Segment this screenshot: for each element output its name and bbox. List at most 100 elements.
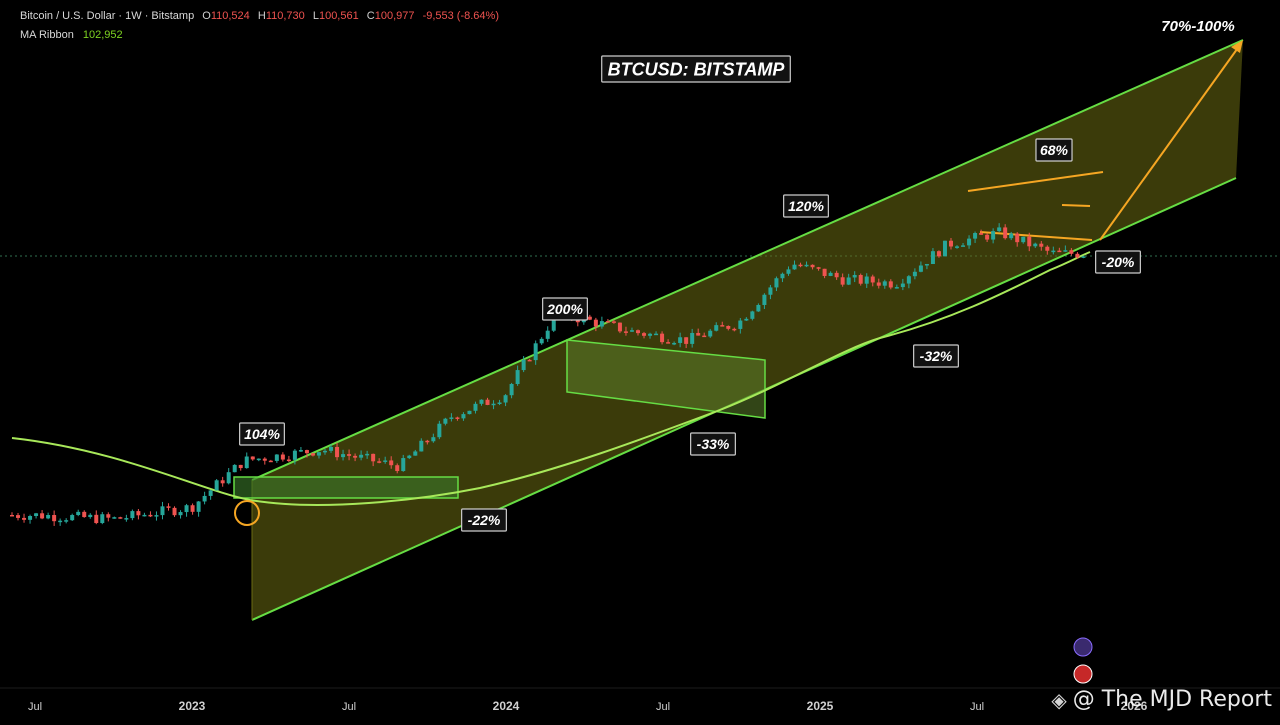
candle-body bbox=[304, 450, 309, 454]
candle-body bbox=[840, 277, 845, 285]
price-change: -9,553 (-8.64%) bbox=[422, 10, 499, 22]
candle-body bbox=[961, 245, 966, 247]
candle-body bbox=[822, 268, 827, 276]
candle-body bbox=[1045, 246, 1050, 251]
candle-body bbox=[124, 518, 129, 520]
candle-body bbox=[46, 515, 51, 519]
candle-body bbox=[648, 333, 653, 336]
candle-body bbox=[623, 331, 628, 333]
candle-body bbox=[744, 318, 749, 321]
candle-body bbox=[455, 417, 460, 419]
candle-body bbox=[190, 505, 195, 512]
candle-body bbox=[611, 321, 616, 323]
candle-body bbox=[377, 461, 382, 463]
candle-body bbox=[359, 454, 364, 458]
annotation-label-box bbox=[461, 508, 507, 532]
candle-body bbox=[130, 511, 135, 519]
candle-body bbox=[605, 321, 610, 323]
candle-body bbox=[274, 454, 279, 461]
candle-body bbox=[497, 402, 502, 404]
projection-arrowhead bbox=[1231, 40, 1243, 53]
ohlc-high-value: 110,730 bbox=[265, 10, 305, 22]
candle-body bbox=[1033, 243, 1038, 247]
candle-body bbox=[112, 517, 117, 519]
symbol-legend: Bitcoin / U.S. Dollar · 1W · Bitstamp O1… bbox=[20, 10, 499, 22]
candle-body bbox=[798, 264, 803, 267]
candle-body bbox=[154, 515, 159, 517]
annotation-label-box bbox=[1035, 138, 1073, 162]
annotation-label-box bbox=[239, 422, 285, 446]
candle-body bbox=[1039, 243, 1044, 247]
x-tick-label: 2025 bbox=[807, 699, 834, 713]
candle-body bbox=[1057, 250, 1062, 253]
x-tick-label: Jul bbox=[656, 701, 670, 713]
candle-body bbox=[726, 325, 731, 329]
candle-body bbox=[202, 495, 207, 502]
candle-body bbox=[714, 325, 719, 331]
candle-body bbox=[690, 332, 695, 344]
candle-body bbox=[533, 343, 538, 361]
flag-badge-icon bbox=[1073, 664, 1093, 684]
candle-body bbox=[1021, 236, 1026, 243]
candle-body bbox=[310, 453, 315, 456]
candle-body bbox=[214, 480, 219, 491]
candle-body bbox=[539, 338, 544, 344]
candle-body bbox=[636, 330, 640, 334]
candle-body bbox=[118, 517, 123, 519]
chart-title: BTCUSD: BITSTAMP bbox=[608, 59, 786, 79]
x-tick-label: 2024 bbox=[493, 699, 520, 713]
candle-body bbox=[142, 514, 147, 517]
candle-body bbox=[371, 453, 376, 462]
candle-body bbox=[672, 342, 677, 345]
candle-body bbox=[708, 330, 713, 337]
candle-body bbox=[449, 417, 454, 419]
watermark-text: @ The MJD Report bbox=[1072, 687, 1272, 712]
candle-body bbox=[702, 335, 707, 338]
candle-body bbox=[509, 384, 514, 396]
ohlc-close-value: 100,977 bbox=[374, 10, 415, 22]
chart-title-box bbox=[601, 55, 791, 83]
ohlc-low-key: L bbox=[312, 10, 319, 22]
x-tick-label: Jul bbox=[970, 701, 984, 713]
candle-body bbox=[262, 458, 267, 461]
ma-ribbon-line bbox=[11, 251, 1091, 506]
candle-body bbox=[88, 514, 93, 518]
candle-body bbox=[226, 472, 231, 484]
candle-body bbox=[979, 233, 984, 235]
candle-body bbox=[16, 515, 21, 518]
ohlc-open-key: O bbox=[202, 10, 211, 22]
candle-body bbox=[949, 240, 953, 247]
candle-body bbox=[864, 276, 869, 284]
candle-body bbox=[178, 512, 183, 516]
candle-body bbox=[148, 514, 153, 517]
candle-body bbox=[551, 314, 556, 331]
candle-body bbox=[443, 418, 448, 424]
candle-body bbox=[10, 515, 14, 517]
annotation-label: 68% bbox=[1040, 142, 1069, 158]
candle-body bbox=[792, 264, 797, 270]
candle-body bbox=[160, 506, 165, 516]
candle-body bbox=[617, 322, 622, 332]
candle-body bbox=[329, 446, 334, 451]
candle-body bbox=[684, 337, 689, 344]
x-tick-label: Jul bbox=[28, 701, 42, 713]
annotation-label: -22% bbox=[468, 512, 501, 528]
candle-body bbox=[1027, 236, 1032, 247]
candle-body bbox=[280, 454, 285, 460]
candle-body bbox=[389, 460, 394, 466]
projection-line bbox=[1099, 44, 1241, 241]
breakout-circle bbox=[234, 500, 260, 526]
candle-body bbox=[846, 277, 851, 285]
candle-body bbox=[82, 511, 87, 518]
candle-body bbox=[286, 459, 291, 462]
candle-body bbox=[593, 319, 598, 327]
ohlc-high-key: H bbox=[257, 10, 266, 22]
candle-body bbox=[316, 452, 321, 456]
candle-body bbox=[437, 423, 442, 438]
candle-body bbox=[834, 272, 839, 278]
candle-body bbox=[1051, 250, 1056, 253]
candle-body bbox=[780, 273, 785, 279]
candle-body bbox=[660, 333, 665, 343]
